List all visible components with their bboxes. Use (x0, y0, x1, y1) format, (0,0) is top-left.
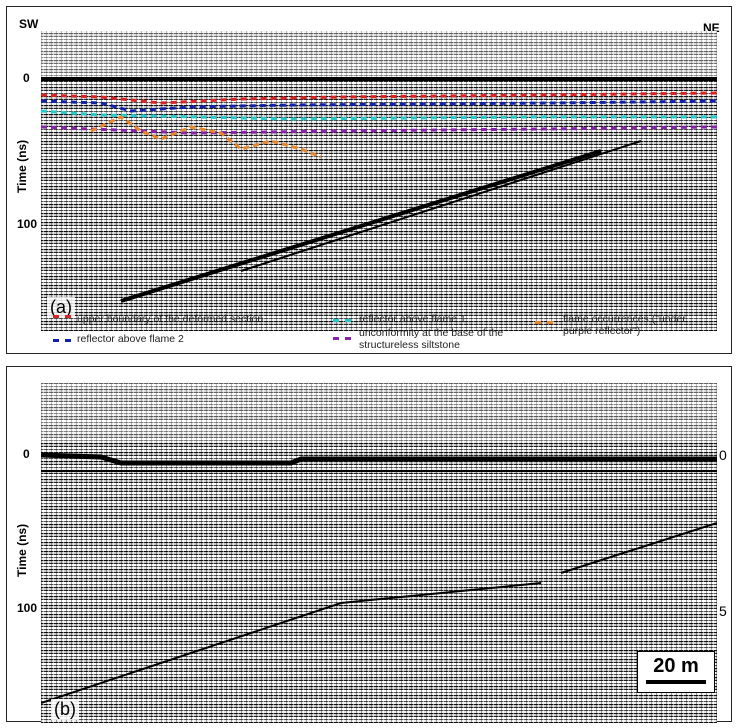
legend-swatch (53, 339, 71, 342)
radargram: (a) (41, 31, 717, 331)
legend-label: reflector above flame 2 (77, 333, 184, 345)
right-tick-label: 0 (719, 447, 727, 463)
y-axis-title: Time (ns) (15, 523, 29, 577)
panel-label: (b) (51, 699, 79, 720)
y-axis-title: Time (ns) (15, 139, 29, 193)
panel-b: (b) 20 m 0 100 Time (ns) 0 5 (6, 366, 732, 723)
radargram: (b) 20 m (41, 383, 717, 723)
legend-label: reflector above flame 1 (359, 313, 466, 325)
reflectors (41, 31, 717, 303)
legend-swatch (53, 315, 71, 330)
y-tick-label: 0 (23, 447, 30, 461)
scale-bar-line (646, 680, 706, 684)
panel-a: SW NE (a) 0 100 Time (ns) upper boundary… (6, 6, 732, 354)
y-tick-label: 100 (17, 601, 38, 615)
legend-swatch (535, 321, 553, 324)
reflectors (41, 383, 717, 704)
right-tick-label: 5 (719, 603, 727, 619)
y-tick-label: 100 (17, 217, 38, 231)
scale-bar: 20 m (637, 651, 715, 693)
legend-label: flame occurrences ("under purple reflect… (563, 313, 686, 337)
legend-label: unconformity at the base of the structur… (359, 327, 504, 351)
legend-label: upper boundary of the deformed section (77, 313, 264, 325)
panel-label: (a) (47, 297, 75, 318)
scale-bar-label: 20 m (653, 655, 699, 677)
legend-swatch (333, 337, 351, 340)
y-tick-label: 0 (23, 71, 30, 85)
sw-label: SW (19, 17, 39, 31)
legend-swatch (333, 319, 351, 322)
